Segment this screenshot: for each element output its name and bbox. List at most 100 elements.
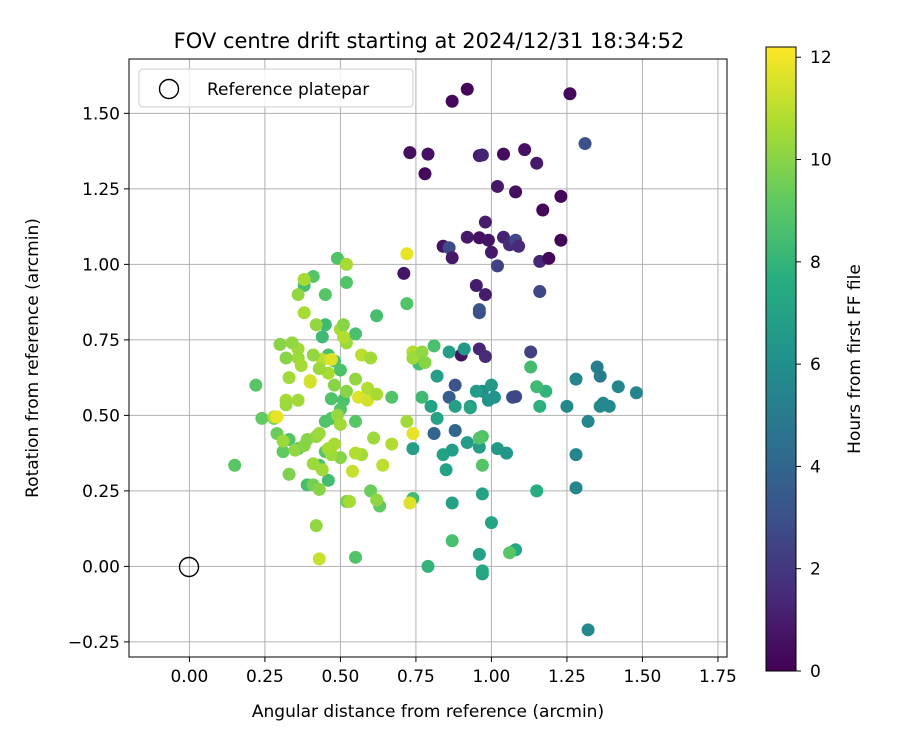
data-point (306, 348, 320, 362)
data-point (312, 427, 326, 441)
data-point (294, 359, 308, 373)
x-tick-label: 1.00 (472, 667, 510, 687)
x-axis-label: Angular distance from reference (arcmin) (252, 702, 604, 722)
data-point (484, 245, 498, 259)
data-point (448, 399, 462, 413)
data-point (321, 442, 335, 456)
data-point (472, 547, 486, 561)
data-point (403, 496, 417, 510)
data-point (424, 399, 438, 413)
y-tick-label: 0.25 (82, 482, 120, 502)
data-point (291, 393, 305, 407)
data-point (276, 445, 290, 459)
data-point (445, 496, 459, 510)
x-tick-label: 0.00 (170, 667, 208, 687)
x-tick-label: 0.25 (246, 667, 284, 687)
data-point (318, 288, 332, 302)
data-point (297, 439, 311, 453)
legend-label: Reference platepar (207, 80, 369, 100)
data-point (475, 487, 489, 501)
colorbar (765, 46, 797, 672)
data-point (509, 185, 523, 199)
x-axis-ticks: 0.00 0.25 0.50 0.75 1.00 1.25 1.50 1.75 (170, 657, 737, 687)
data-point (509, 390, 523, 404)
data-point (430, 411, 444, 425)
data-point (569, 481, 583, 495)
data-point (249, 378, 263, 392)
data-point (324, 392, 338, 406)
data-point (385, 390, 399, 404)
data-point (312, 552, 326, 566)
data-point (497, 147, 511, 161)
data-point (427, 339, 441, 353)
data-point (472, 440, 486, 454)
legend-box (138, 68, 414, 108)
x-tick-label: 1.50 (624, 667, 662, 687)
data-point (349, 327, 363, 341)
data-point (487, 390, 501, 404)
data-point (569, 448, 583, 462)
data-point (490, 259, 504, 273)
data-point (370, 309, 384, 323)
data-point (309, 318, 323, 332)
data-point (279, 398, 293, 412)
x-tick-label: 0.75 (397, 667, 435, 687)
data-point (593, 369, 607, 383)
data-point (427, 427, 441, 441)
data-point (418, 356, 432, 370)
colorbar-label: Hours from first FF file (845, 264, 865, 454)
data-point (475, 458, 489, 472)
data-point (469, 384, 483, 398)
data-point (297, 306, 311, 320)
y-tick-label: 1.25 (82, 180, 120, 200)
data-point (611, 380, 625, 394)
data-point (530, 484, 544, 498)
data-point (448, 423, 462, 437)
data-point (457, 342, 471, 356)
data-point (406, 442, 420, 456)
data-point (542, 251, 556, 265)
y-tick-label: −0.25 (68, 633, 120, 653)
colorbar-tick-label: 6 (810, 355, 821, 375)
data-point (315, 463, 329, 477)
data-point (376, 458, 390, 472)
data-point (602, 399, 616, 413)
data-point (530, 156, 544, 170)
data-point (312, 362, 326, 376)
colorbar-tick-label: 2 (810, 560, 821, 580)
reference-point (178, 556, 200, 578)
data-point (415, 390, 429, 404)
data-point (524, 345, 538, 359)
data-point (349, 550, 363, 564)
data-point (581, 414, 595, 428)
data-point (478, 288, 492, 302)
data-point (370, 387, 384, 401)
data-point (397, 266, 411, 280)
data-point (403, 146, 417, 160)
data-point (500, 446, 514, 460)
data-point (364, 351, 378, 365)
data-point (478, 349, 492, 363)
x-tick-label: 1.75 (699, 667, 737, 687)
y-axis-ticks: −0.25 0.00 0.25 0.50 0.75 1.00 1.25 1.50 (68, 104, 129, 653)
colorbar-tick-label: 10 (810, 151, 832, 171)
data-point (297, 272, 311, 286)
data-point (448, 378, 462, 392)
data-point (285, 336, 299, 350)
data-point (484, 516, 498, 530)
data-point (345, 464, 359, 478)
data-point (469, 279, 483, 293)
data-point (518, 143, 532, 157)
data-points (228, 82, 643, 637)
data-point (439, 463, 453, 477)
data-point (563, 87, 577, 101)
data-point (463, 401, 477, 415)
data-point (445, 251, 459, 265)
data-point (339, 257, 353, 271)
data-point (569, 372, 583, 386)
data-point (481, 233, 495, 247)
data-point (442, 345, 456, 359)
data-point (430, 369, 444, 383)
